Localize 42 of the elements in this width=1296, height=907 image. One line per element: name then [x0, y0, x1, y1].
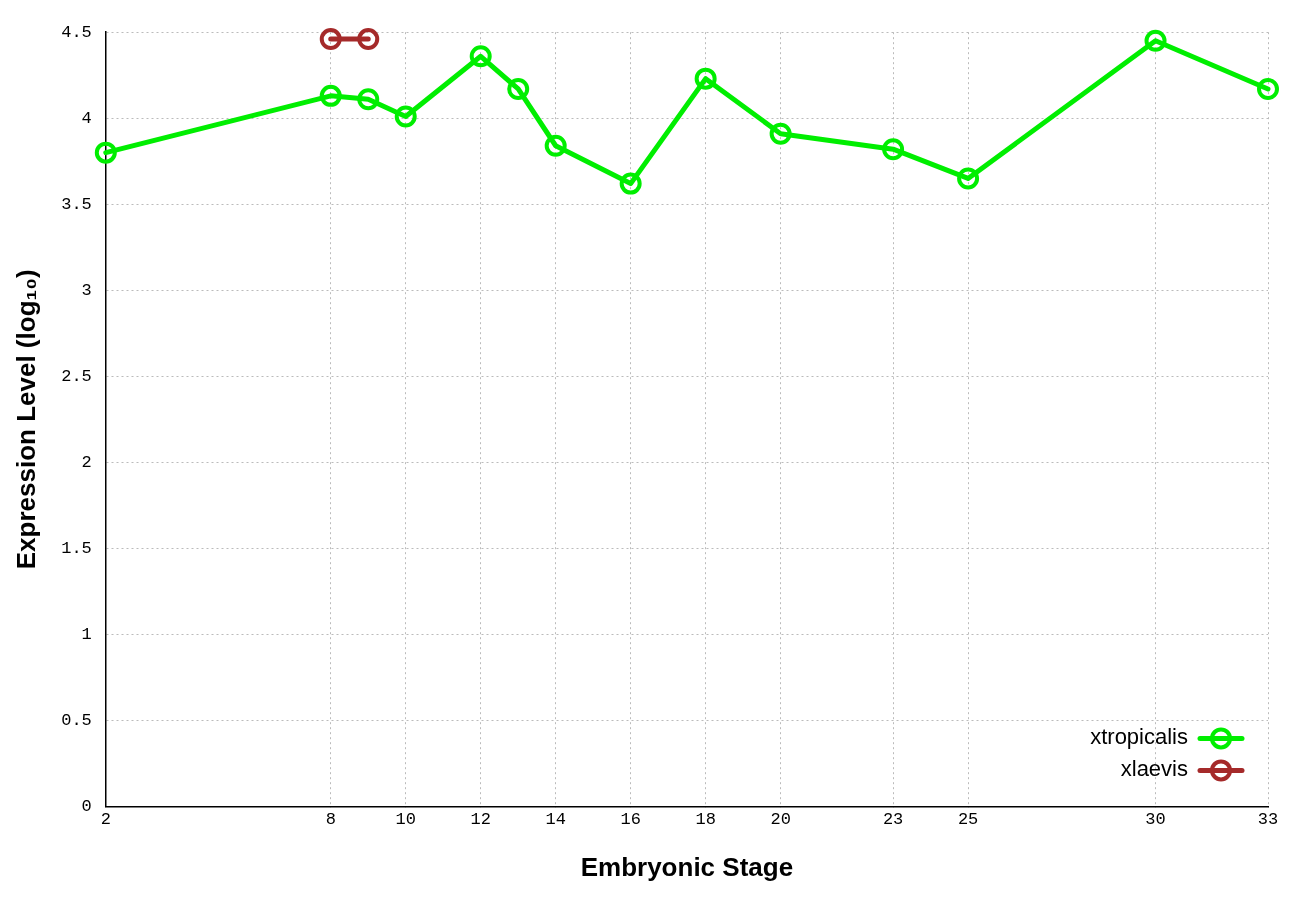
- x-tick-label: 10: [395, 810, 416, 830]
- y-tick-label: 2.5: [61, 366, 92, 386]
- point: [769, 122, 792, 145]
- y-tick-label: 3.5: [61, 194, 92, 214]
- point: [469, 45, 492, 68]
- x-tick-label: 14: [545, 810, 566, 830]
- point: [94, 141, 117, 164]
- y-tick-label: 0: [81, 796, 92, 816]
- y-tick-label: 3: [81, 280, 92, 300]
- point: [619, 172, 642, 195]
- point: [694, 67, 717, 90]
- point: [544, 134, 567, 157]
- x-tick-label: 30: [1145, 810, 1166, 830]
- point: [1144, 29, 1167, 52]
- x-tick-label: 23: [882, 810, 904, 830]
- point: [882, 138, 905, 161]
- y-axis-title: Expression Level (log₁₀): [10, 269, 41, 570]
- x-tick-label: 8: [325, 810, 336, 830]
- x-tick-label: 12: [470, 810, 491, 830]
- legend-label: xtropicalis: [1090, 724, 1188, 750]
- x-tick-label: 20: [770, 810, 791, 830]
- point: [319, 84, 342, 107]
- point: [1257, 77, 1279, 100]
- y-tick-label: 1.5: [61, 538, 92, 558]
- legend-label: xlaevis: [1120, 756, 1188, 782]
- point: [394, 105, 417, 128]
- point: [357, 88, 380, 111]
- y-tick-label: 1: [81, 624, 92, 644]
- y-tick-label: 4.5: [61, 22, 92, 42]
- x-axis-title: Embryonic Stage: [580, 851, 794, 882]
- point: [507, 77, 530, 100]
- y-tick-label: 4: [81, 108, 92, 128]
- x-tick-label: 18: [695, 810, 716, 830]
- x-tick-label: 25: [957, 810, 979, 830]
- point: [357, 28, 380, 51]
- x-tick-label: 16: [620, 810, 641, 830]
- x-tick-label: 33: [1257, 810, 1279, 830]
- y-tick-label: 2: [81, 452, 92, 472]
- y-tick-label: 0.5: [61, 710, 92, 730]
- x-tick-label: 2: [100, 810, 111, 830]
- point: [957, 167, 980, 190]
- point: [319, 28, 342, 51]
